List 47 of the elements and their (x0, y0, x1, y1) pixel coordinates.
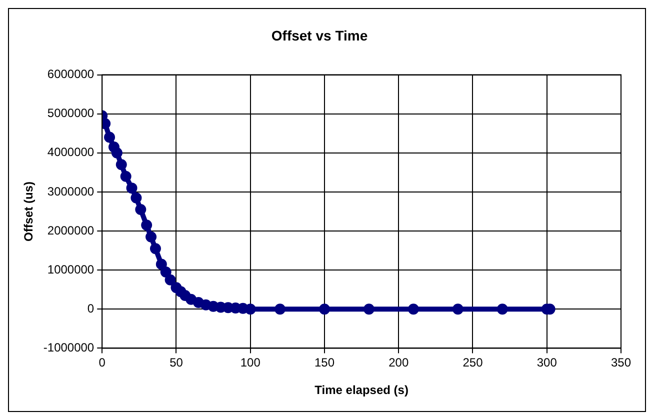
y-tick-label: 5000000 (47, 106, 94, 120)
point (244, 304, 256, 315)
y-axis-title: Offset (us) (22, 181, 36, 242)
x-tick-label: 250 (462, 356, 484, 370)
y-tick-label: 3000000 (47, 184, 94, 198)
point (180, 290, 191, 301)
point (164, 274, 176, 286)
point (192, 297, 204, 308)
x-tick-label: 200 (388, 356, 409, 370)
point (222, 302, 234, 314)
y-tick-label: 6000000 (47, 67, 94, 82)
x-tick-label: 0 (98, 356, 106, 370)
x-tick-label: 300 (536, 356, 558, 370)
point (111, 147, 122, 158)
point (200, 299, 212, 310)
y-tick-label: -1000000 (43, 340, 94, 355)
x-tick-label: 350 (610, 356, 632, 370)
point (496, 304, 508, 315)
point (141, 220, 152, 231)
point (135, 204, 146, 216)
y-tick-label: 0 (87, 301, 94, 316)
point (208, 300, 219, 312)
point (274, 304, 286, 315)
point (130, 192, 142, 204)
point (215, 302, 226, 313)
point (408, 304, 419, 315)
y-tick-label: 4000000 (47, 145, 94, 160)
x-axis-title: Time elapsed (s) (314, 383, 408, 398)
point (150, 243, 161, 254)
point (452, 304, 464, 315)
x-tick-label: 150 (314, 356, 335, 370)
point (186, 294, 197, 305)
x-tick-label: 100 (240, 356, 261, 370)
y-tick-label: 1000000 (47, 262, 94, 276)
point (116, 159, 127, 170)
point (104, 132, 116, 143)
point (156, 258, 167, 270)
point (126, 182, 138, 194)
chart-title: Offset vs Time (271, 27, 368, 44)
point (318, 304, 330, 315)
y-tick-label: 2000000 (47, 223, 94, 238)
point (120, 170, 132, 182)
x-tick-label: 50 (170, 356, 184, 370)
point (108, 142, 120, 153)
point (160, 266, 172, 278)
point (363, 304, 374, 315)
point (146, 231, 157, 242)
